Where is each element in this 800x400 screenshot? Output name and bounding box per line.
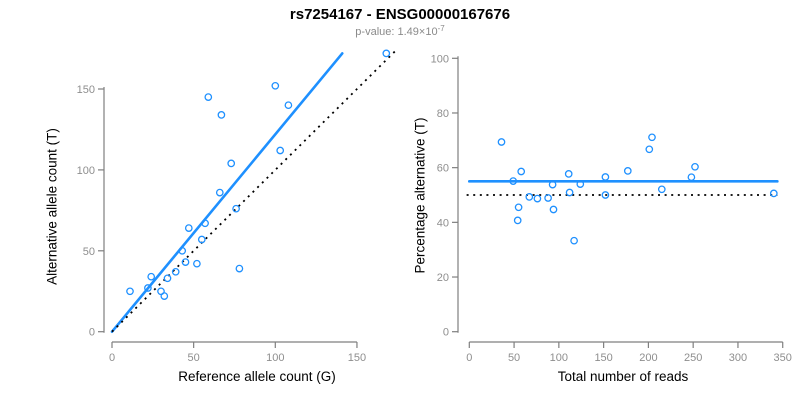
data-point [565,188,574,197]
data-point [497,138,506,146]
data-point [144,284,152,292]
data-point [657,185,666,194]
data-point [276,146,285,155]
data-point [181,258,190,266]
data-point [382,49,391,58]
x-tick-label: 200 [639,352,657,364]
data-point [769,189,778,198]
y-tick-label: 0 [89,327,95,339]
x-tick-label: 300 [729,352,747,364]
data-point [232,204,240,213]
y-tick-label: 20 [437,272,449,284]
data-point [533,194,542,203]
data-point [544,194,552,202]
data-point [601,191,610,199]
y-tick-label: 60 [437,163,449,175]
plot-title: rs7254167 - ENSG00000167676 [289,6,511,23]
data-point [648,133,656,142]
right-y-axis-title: Percentage alternative (T) [412,117,428,274]
right-scatter-panel: 0 20 40 60 80 100 0 50 100 150 200 250 300 350 [431,53,792,364]
data-point [576,180,585,188]
data-point [171,267,180,276]
data-point [514,203,523,212]
x-tick-label: 100 [550,352,568,364]
data-point [193,259,201,268]
data-point [227,159,236,168]
left-scatter-panel: 0 50 100 150 0 50 100 150 [77,47,399,364]
data-point [184,224,193,232]
x-tick-label: 0 [109,352,115,364]
left-y-axis-title: Alternative allele count (T) [44,128,60,285]
y-tick-label: 100 [77,165,95,177]
data-point [178,246,187,255]
data-point [525,193,534,201]
y-tick-label: 0 [443,327,449,339]
data-point [163,274,172,283]
data-point [197,235,206,244]
data-point [509,177,518,185]
data-point [284,101,293,110]
x-tick-label: 150 [348,352,366,364]
data-point [126,287,134,296]
x-tick-label: 350 [774,352,792,364]
data-point [217,111,226,119]
plot-subtitle: p-value: 1.49×10-7 [0,24,800,38]
y-tick-label: 40 [437,217,449,229]
y-tick-label: 80 [437,108,449,120]
x-tick-label: 100 [266,352,284,364]
y-tick-label: 100 [431,53,449,65]
x-tick-label: 150 [594,352,612,364]
identity-line [111,47,399,333]
data-point [623,167,632,175]
y-tick-label: 50 [83,246,95,258]
data-point [271,81,280,90]
data-point [204,93,213,101]
x-tick-label: 250 [684,352,702,364]
data-point [645,145,654,154]
fitted-ratio-line [110,52,344,334]
data-point [549,205,558,214]
data-point [160,292,169,300]
x-tick-label: 50 [188,352,200,364]
data-point [601,173,610,181]
data-point [687,173,696,182]
data-point [691,162,699,171]
right-x-axis-title: Total number of reads [557,369,689,384]
data-point [201,219,209,228]
y-tick-label: 150 [77,84,95,96]
data-point [570,236,578,245]
x-tick-label: 0 [466,352,472,364]
data-point [235,264,244,273]
data-point [548,180,557,189]
data-point [215,188,224,197]
p-value-text: p-value: 1.49×10 [355,26,438,38]
data-point [513,216,522,225]
p-value-exponent: -7 [437,24,445,33]
data-point [147,272,156,281]
left-x-axis-title: Reference allele count (G) [178,369,336,384]
x-tick-label: 50 [508,352,520,364]
data-point [517,167,526,176]
data-point [564,170,573,178]
